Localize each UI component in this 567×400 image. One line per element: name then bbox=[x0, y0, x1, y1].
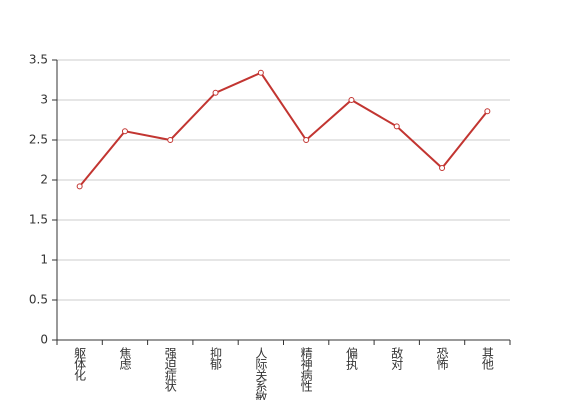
point bbox=[393, 123, 400, 130]
point bbox=[348, 97, 355, 103]
x-tick-label: 其他 bbox=[480, 347, 494, 370]
y-tick-label: 1 bbox=[40, 253, 48, 267]
x-tick-label: 躯体化 bbox=[73, 346, 87, 382]
x-tick-label: 焦虑 bbox=[118, 347, 132, 370]
x-tick-label: 人际关系敏感 bbox=[254, 347, 268, 400]
point bbox=[484, 108, 491, 115]
point bbox=[439, 165, 446, 171]
point bbox=[212, 89, 219, 96]
point bbox=[121, 128, 128, 135]
line bbox=[78, 71, 489, 188]
y-tick-label: 0 bbox=[40, 333, 48, 347]
y-tick-label: 1.5 bbox=[29, 213, 48, 227]
x-tick-label: 抑郁 bbox=[209, 346, 223, 371]
point bbox=[76, 183, 83, 190]
point bbox=[257, 69, 264, 76]
point bbox=[303, 137, 310, 143]
x-tick-label: 恐怖 bbox=[435, 347, 449, 370]
y-tick-label: 3.5 bbox=[29, 53, 48, 67]
x-tick-label: 强迫症状 bbox=[163, 347, 177, 392]
y-tick-label: 2.5 bbox=[29, 133, 48, 147]
x-tick-label: 精神病性 bbox=[299, 347, 313, 393]
y-tick-label: 0.5 bbox=[29, 293, 48, 307]
y-tick-label: 2 bbox=[40, 173, 48, 187]
point bbox=[167, 137, 174, 143]
x-tick-label: 偏执 bbox=[344, 346, 358, 371]
y-tick-label: 3 bbox=[40, 93, 48, 107]
x-tick-label: 敌对 bbox=[390, 346, 404, 370]
